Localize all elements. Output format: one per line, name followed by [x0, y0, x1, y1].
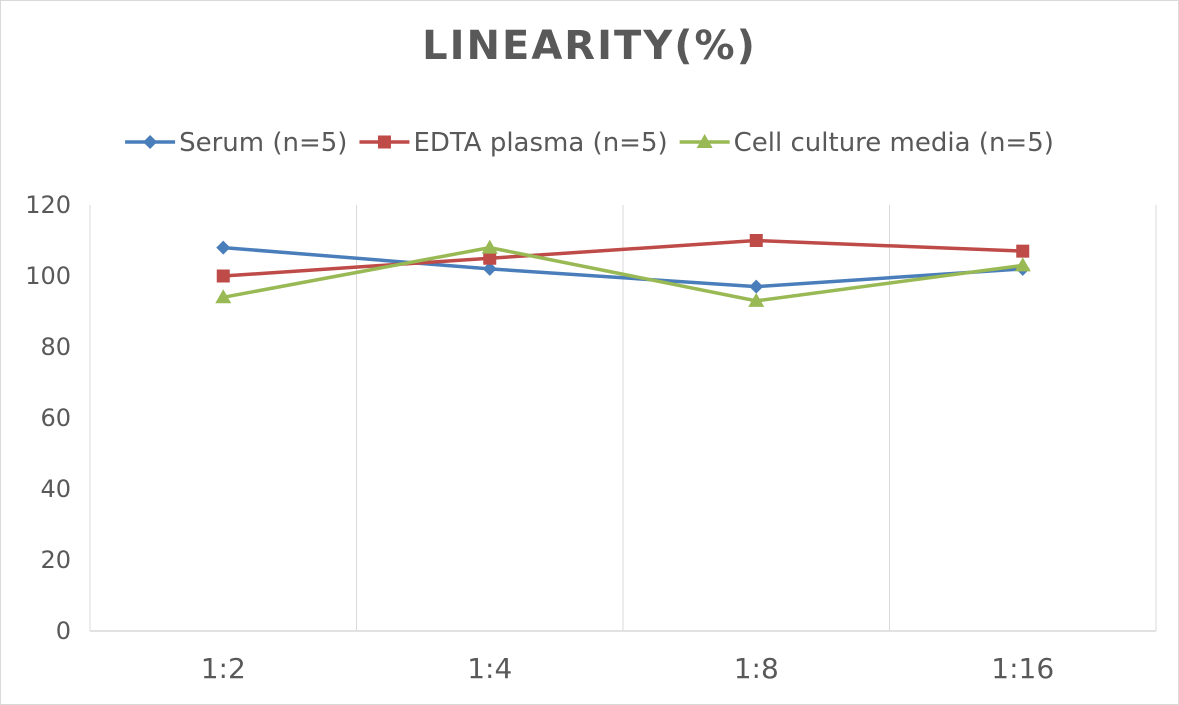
legend-label: EDTA plasma (n=5)	[413, 128, 667, 158]
data-point	[216, 240, 231, 255]
legend-swatch-marker	[143, 135, 158, 149]
legend-label: Cell culture media (n=5)	[734, 128, 1054, 158]
y-tick-label: 60	[40, 404, 71, 432]
y-tick-label: 120	[25, 191, 71, 219]
legend-item-1: Serum (n=5)	[125, 128, 347, 158]
legend-swatch-marker	[377, 135, 391, 149]
x-tick-label: 1:8	[734, 652, 779, 685]
legend-item-2: EDTA plasma (n=5)	[359, 128, 668, 158]
legend-swatch-marker	[696, 134, 713, 148]
legend-label: Serum (n=5)	[179, 128, 347, 158]
data-point	[748, 292, 765, 307]
x-tick-label: 1:4	[467, 652, 512, 685]
data-point	[482, 261, 497, 276]
data-point	[749, 234, 763, 247]
y-tick-label: 40	[40, 475, 71, 503]
axis-layer: 0 20 40 60 80 100 120 1:2 1:4 1:8 1:16	[25, 191, 1156, 685]
x-tick-label: 1:2	[201, 652, 246, 685]
y-tick-label: 80	[40, 333, 71, 361]
data-point	[1016, 244, 1030, 258]
series-1	[216, 240, 1030, 294]
data-point	[481, 239, 498, 254]
data-point	[216, 269, 230, 283]
series-line	[221, 245, 1025, 289]
data-point	[1014, 257, 1031, 272]
series-layer	[215, 234, 1031, 307]
series-2	[216, 234, 1030, 283]
series-line	[221, 238, 1025, 278]
legend-item-3: Cell culture media (n=5)	[679, 128, 1054, 158]
legend: Serum (n=5) EDTA plasma (n=5) Cell culture…	[125, 128, 1054, 158]
data-point	[749, 279, 764, 294]
series-line	[221, 245, 1025, 303]
y-tick-label: 100	[25, 262, 71, 290]
y-tick-label: 20	[40, 546, 71, 574]
chart-title: LINEARITY(%)	[422, 23, 757, 69]
data-point	[215, 289, 232, 304]
x-tick-label: 1:16	[991, 652, 1054, 685]
data-point	[483, 251, 497, 265]
y-tick-label: 0	[56, 617, 71, 645]
series-3	[215, 239, 1031, 307]
